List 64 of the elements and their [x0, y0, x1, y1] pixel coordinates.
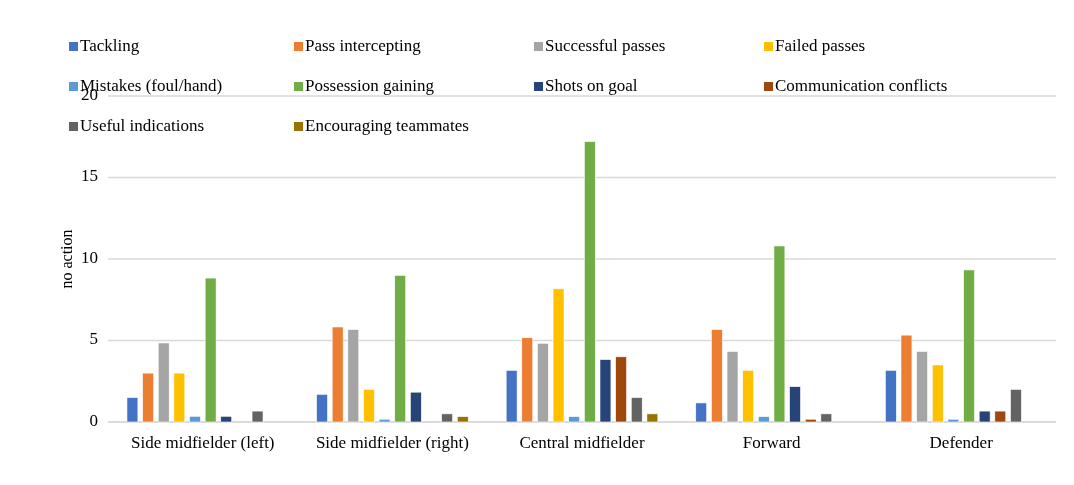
bar	[773, 245, 786, 423]
y-tick-label: 15	[81, 166, 98, 186]
bar	[820, 413, 833, 423]
bar	[726, 351, 739, 423]
bar	[742, 370, 754, 423]
x-tick-label: Side midfielder (left)	[131, 433, 275, 452]
bar	[316, 393, 328, 423]
bar	[978, 410, 991, 423]
bar	[394, 275, 406, 423]
bar	[900, 334, 913, 423]
legend-label: Pass intercepting	[305, 35, 422, 55]
bar	[204, 277, 217, 423]
bar	[126, 397, 139, 423]
bar	[220, 416, 233, 423]
bar	[251, 410, 264, 423]
x-tick-label: Forward	[742, 433, 801, 452]
legend-label: Possession gaining	[305, 75, 435, 95]
bar	[189, 416, 201, 423]
bar	[599, 359, 612, 423]
legend-label: Encouraging teammates	[305, 115, 469, 135]
legend-label: Successful passes	[545, 35, 666, 55]
bar	[378, 418, 391, 423]
bar	[789, 386, 801, 423]
bar	[441, 413, 453, 423]
legend-label: Failed passes	[775, 35, 866, 55]
bar	[947, 418, 960, 423]
bar	[537, 342, 549, 423]
bar	[347, 329, 360, 423]
y-axis-title: no action	[58, 229, 75, 289]
bar	[630, 397, 643, 423]
bar	[142, 372, 154, 423]
y-tick-label: 5	[89, 329, 98, 349]
bar	[552, 288, 565, 423]
bar	[963, 269, 975, 423]
bar	[916, 351, 928, 423]
bar	[521, 337, 534, 423]
bar	[505, 370, 518, 423]
legend-label: Communication conflicts	[775, 75, 948, 95]
bar	[804, 418, 817, 423]
bar	[646, 413, 659, 423]
bar	[584, 141, 596, 423]
x-tick-label: Side midfielder (right)	[315, 433, 469, 452]
bar	[568, 416, 580, 423]
legend-label: Shots on goal	[545, 75, 638, 95]
bar	[1010, 389, 1022, 423]
y-tick-label: 0	[89, 410, 98, 430]
bar	[758, 416, 770, 423]
bar	[994, 410, 1007, 423]
bar	[173, 372, 186, 423]
bar	[695, 402, 708, 423]
x-tick-label: Central midfielder	[519, 433, 645, 452]
bar	[157, 342, 170, 423]
legend-label: Tackling	[80, 35, 140, 55]
x-tick-label: Defender	[929, 433, 994, 452]
bar	[931, 364, 944, 423]
bar	[711, 329, 723, 423]
bar	[331, 326, 344, 423]
bar	[363, 389, 375, 423]
bar	[885, 370, 897, 423]
legend-label: Useful indications	[80, 115, 205, 135]
y-tick-label: 10	[81, 247, 98, 267]
bar	[456, 416, 469, 423]
bar	[615, 356, 627, 423]
bar	[410, 391, 422, 423]
